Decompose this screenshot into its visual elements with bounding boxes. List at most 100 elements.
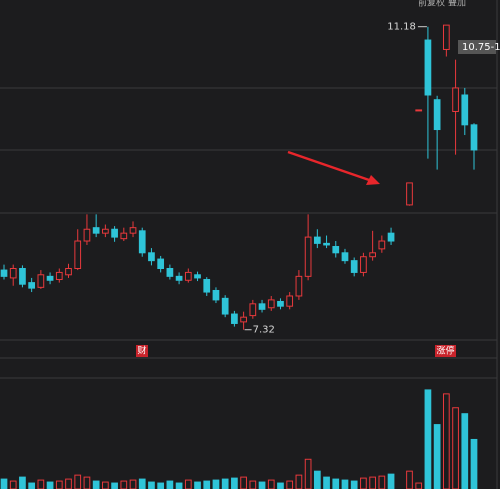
badge-label: 财	[137, 345, 146, 357]
candle-body	[442, 24, 450, 50]
candle-body	[203, 278, 211, 293]
candle-body	[406, 182, 413, 206]
candle-body	[424, 39, 432, 96]
volume-bar	[267, 479, 275, 489]
low-label: 7.32	[253, 325, 275, 336]
candle-body	[313, 236, 321, 244]
volume-bar	[387, 473, 395, 489]
volume-bar	[0, 478, 8, 489]
candle-body	[387, 232, 395, 242]
candle-body	[138, 230, 146, 254]
volume-bar	[350, 480, 358, 489]
toolbar-item[interactable]: 前复权	[418, 0, 445, 9]
toolbar-item[interactable]: 叠加	[448, 0, 466, 9]
candle-body	[378, 240, 386, 250]
volume-bar	[111, 482, 118, 489]
candle-body	[148, 252, 155, 262]
volume-bar	[28, 482, 36, 489]
volume-bar	[249, 480, 257, 489]
badge-label: 涨停	[436, 345, 454, 357]
volume-bar	[313, 470, 321, 489]
arrow-head	[366, 175, 380, 185]
candle-body	[111, 228, 118, 238]
volume-bar	[148, 481, 155, 489]
volume-bar	[369, 476, 376, 489]
volume-bar	[461, 413, 469, 489]
candle-body	[461, 94, 469, 126]
volume-bar	[166, 480, 174, 489]
volume-bar	[240, 476, 247, 489]
candle-body	[304, 236, 312, 277]
volume-bar	[332, 478, 340, 489]
candle-body	[28, 282, 36, 289]
candle-body	[452, 87, 459, 112]
candle-body	[277, 300, 284, 307]
candle-body	[470, 124, 478, 151]
volume-bar	[37, 479, 45, 489]
badge	[435, 345, 456, 357]
candle-body	[231, 313, 238, 324]
volume-bar	[470, 438, 478, 489]
candle-body	[194, 274, 201, 279]
volume-bar	[194, 481, 201, 489]
candle-body	[74, 240, 82, 269]
volume-bar	[433, 424, 441, 489]
volume-bar	[323, 476, 330, 489]
candle-body	[46, 275, 54, 281]
volume-bar	[157, 482, 165, 489]
volume-bar	[286, 480, 294, 489]
volume-bar	[74, 474, 82, 489]
price-tag: 10.75-1	[462, 42, 500, 53]
candle-body	[350, 260, 358, 273]
candle-body	[129, 227, 137, 234]
volume-bar	[341, 479, 349, 489]
volume-bar	[83, 476, 91, 489]
candle-body	[360, 256, 367, 273]
candle-body	[323, 242, 330, 246]
candle-body	[92, 227, 100, 234]
volume-bar	[442, 393, 450, 489]
volume-bar	[452, 407, 459, 489]
volume-bar	[221, 478, 229, 489]
candle-body	[267, 299, 275, 309]
candle-body	[415, 109, 423, 112]
volume-bar	[295, 474, 303, 489]
volume-bar	[55, 480, 63, 489]
candle-body	[341, 252, 349, 262]
candle-body	[221, 297, 229, 315]
volume-bar	[212, 479, 220, 489]
candle-body	[212, 289, 220, 301]
high-label: 11.18	[387, 22, 416, 33]
volume-bar	[102, 481, 109, 489]
volume-bar	[92, 480, 100, 489]
candle-body	[295, 275, 303, 297]
volume-bar	[138, 478, 146, 489]
candle-body	[332, 246, 340, 254]
candle-body	[433, 99, 441, 131]
volume-bar	[46, 481, 54, 489]
candle-body	[83, 228, 91, 242]
candle-body	[184, 271, 192, 281]
volume-bar	[415, 482, 423, 489]
arrow	[287, 150, 373, 183]
candle-body	[55, 271, 63, 280]
candle-body	[120, 232, 128, 240]
volume-bar	[360, 477, 367, 489]
candle-body	[37, 274, 45, 288]
candle-body	[369, 252, 376, 258]
volume-bar	[120, 480, 128, 489]
candle-body	[240, 316, 247, 323]
price-tag-box	[458, 40, 496, 54]
candle-body	[19, 268, 26, 285]
volume-bar	[9, 480, 17, 489]
candle-body	[286, 295, 294, 307]
candle-body	[102, 228, 109, 234]
volume-bar	[277, 482, 284, 489]
volume-bar	[203, 480, 211, 489]
volume-bar	[406, 470, 413, 489]
candle-body	[258, 303, 266, 310]
volume-bar	[65, 478, 72, 489]
